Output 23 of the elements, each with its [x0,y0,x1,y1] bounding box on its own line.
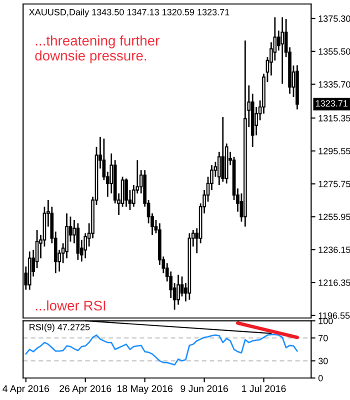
x-tick-label: 9 Jun 2016 [180,385,228,392]
x-tick-label: 4 Apr 2016 [2,385,49,394]
y-tick-label: 1315.35 [318,115,350,122]
x-tick-label: 1 Jul 2016 [242,384,286,392]
y-tick-label: 1196.55 [318,312,350,319]
x-tick-label: 18 May 2016 [117,385,173,394]
y-tick-label: 70 [318,334,328,342]
y-tick-label: 1255.95 [318,214,350,220]
y-tick-label: 1295.55 [318,148,350,154]
annotation: ...threatening further downsie pressure. [35,35,160,64]
y-tick-label: 1236.15 [318,246,350,253]
y-tick-label: 1216.35 [318,279,350,286]
y-tick-label: 1275.75 [318,180,350,188]
chart-title: XAUUSD,Daily 1343.50 1347.13 1320.59 1323.71 [29,8,230,18]
y-tick-label: 0 [318,374,323,382]
y-tick-label: 1335.70 [318,81,350,88]
y-tick-label: 1355.50 [318,48,350,55]
annotation: ...lower RSI [36,300,106,311]
text: 1323.71 [316,100,348,107]
x-tick-label: 26 Apr 2016 [60,385,112,394]
y-tick-label: 30 [318,358,328,364]
chart-title: RSI(9) 47.2725 [30,324,90,332]
y-tick-label: 1375.30 [318,15,350,22]
